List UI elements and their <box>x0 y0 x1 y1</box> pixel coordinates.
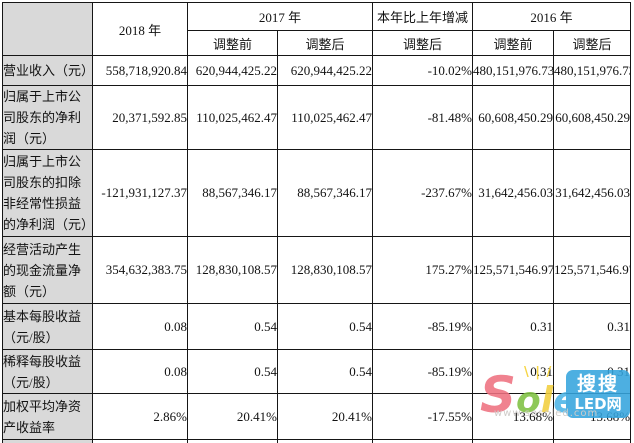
table-row-operating-cash-flow: 经营活动产生的现金流量净额（元） 354,632,383.75 128,830,… <box>2 236 632 304</box>
cell-2016-before: 0.31 <box>472 349 555 394</box>
header-row-1: 2018 年 2017 年 本年比上年增减 2016 年 <box>2 2 632 56</box>
row-label: 经营活动产生的现金流量净额（元） <box>2 236 93 304</box>
corner-cell <box>2 2 93 56</box>
cell-2017-before: 0.54 <box>187 349 278 394</box>
row-label: 基本每股收益（元/股） <box>2 303 93 350</box>
header-row-2: 调整前 调整后 调整后 调整前 调整后 <box>3 30 632 56</box>
column-header-yoy-change: 本年比上年增减 <box>372 2 474 31</box>
cell-2017-after: 620,944,425.22 <box>276 55 374 86</box>
table-row-net-profit-excl-nonrecurring: 归属于上市公司股东的扣除非经常性损益的净利润（元） -121,931,127.3… <box>2 149 632 237</box>
cell-2016-before: 125,571,546.97 <box>472 236 555 304</box>
cell-2016-after: 31,642,456.03 <box>553 149 632 237</box>
subheader-2016-before: 调整前 <box>472 30 555 56</box>
row-label: 稀释每股收益（元/股） <box>2 349 93 394</box>
cell-2017-after: 0.54 <box>276 349 374 394</box>
cell-2018: 354,632,383.75 <box>92 236 188 304</box>
subheader-2017-after: 调整后 <box>276 30 374 56</box>
cell-2016-after: 125,571,546.97 <box>553 236 632 304</box>
table-row-basic-eps: 基本每股收益（元/股） 0.08 0.54 0.54 -85.19% 0.31 … <box>2 303 632 350</box>
column-header-2017: 2017 年 <box>186 2 374 31</box>
row-label: 加权平均净资产收益率 <box>2 393 93 440</box>
cell-2018: 0.08 <box>92 349 188 394</box>
cell-2018: 20,371,592.85 <box>92 85 188 150</box>
row-label: 营业收入（元） <box>2 55 93 86</box>
row-label: 归属于上市公司股东的扣除非经常性损益的净利润（元） <box>2 149 93 237</box>
cell-2017-before: 128,830,108.57 <box>187 236 278 304</box>
cell-2018: 2.86% <box>92 393 188 440</box>
cell-2017-after: 0.54 <box>276 303 374 350</box>
cell-yoy-change: -85.19% <box>372 349 474 394</box>
subheader-2016-after: 调整后 <box>553 30 632 56</box>
cell-2016-before: 480,151,976.73 <box>472 55 555 86</box>
cell-2017-before: 0.54 <box>187 303 278 350</box>
cell-2016-after: 13.68% <box>553 393 632 440</box>
cell-2016-after: 60,608,450.29 <box>553 85 632 150</box>
cell-2017-after: 88,567,346.17 <box>276 149 374 237</box>
cell-2017-before: 620,944,425.22 <box>187 55 278 86</box>
table-row-diluted-eps: 稀释每股收益（元/股） 0.08 0.54 0.54 -85.19% 0.31 … <box>2 349 632 394</box>
cell-yoy-change: -17.55% <box>372 393 474 440</box>
cell-2016-before: 0.31 <box>472 303 555 350</box>
cell-2017-before: 20.41% <box>187 393 278 440</box>
cell-2016-after: 0.31 <box>553 303 632 350</box>
cell-2016-after: 0.31 <box>553 349 632 394</box>
cell-2017-before: 88,567,346.17 <box>187 149 278 237</box>
cell-2017-after: 110,025,462.47 <box>276 85 374 150</box>
column-header-2016: 2016 年 <box>472 2 632 31</box>
cell-yoy-change: 175.27% <box>372 236 474 304</box>
cell-2017-after: 20.41% <box>276 393 374 440</box>
cell-2017-after: 128,830,108.57 <box>276 236 374 304</box>
table-row-net-profit: 归属于上市公司股东的净利润（元） 20,371,592.85 110,025,4… <box>2 85 632 150</box>
table-row-weighted-avg-roe: 加权平均净资产收益率 2.86% 20.41% 20.41% -17.55% 1… <box>2 393 632 440</box>
cell-yoy-change: -237.67% <box>372 149 474 237</box>
column-header-2018: 2018 年 <box>92 2 188 56</box>
cell-2018: 0.08 <box>92 303 188 350</box>
cell-yoy-change: -81.48% <box>372 85 474 150</box>
table-row-partial-cutoff <box>2 439 632 443</box>
cell-2018: 558,718,920.84 <box>92 55 188 86</box>
table-row-operating-revenue: 营业收入（元） 558,718,920.84 620,944,425.22 62… <box>2 55 632 86</box>
cell-2016-before: 31,642,456.03 <box>472 149 555 237</box>
row-label: 归属于上市公司股东的净利润（元） <box>2 85 93 150</box>
cell-2017-before: 110,025,462.47 <box>187 85 278 150</box>
cell-yoy-change: -85.19% <box>372 303 474 350</box>
cell-yoy-change: -10.02% <box>372 55 474 86</box>
subheader-2017-before: 调整前 <box>187 30 278 56</box>
row-label <box>2 439 93 443</box>
cell-2018: -121,931,127.37 <box>92 149 188 237</box>
subheader-change-after: 调整后 <box>372 30 474 56</box>
cell-2016-before: 60,608,450.29 <box>472 85 555 150</box>
cell-2016-after: 480,151,976.73 <box>553 55 632 86</box>
cell-2016-before: 13.68% <box>472 393 555 440</box>
